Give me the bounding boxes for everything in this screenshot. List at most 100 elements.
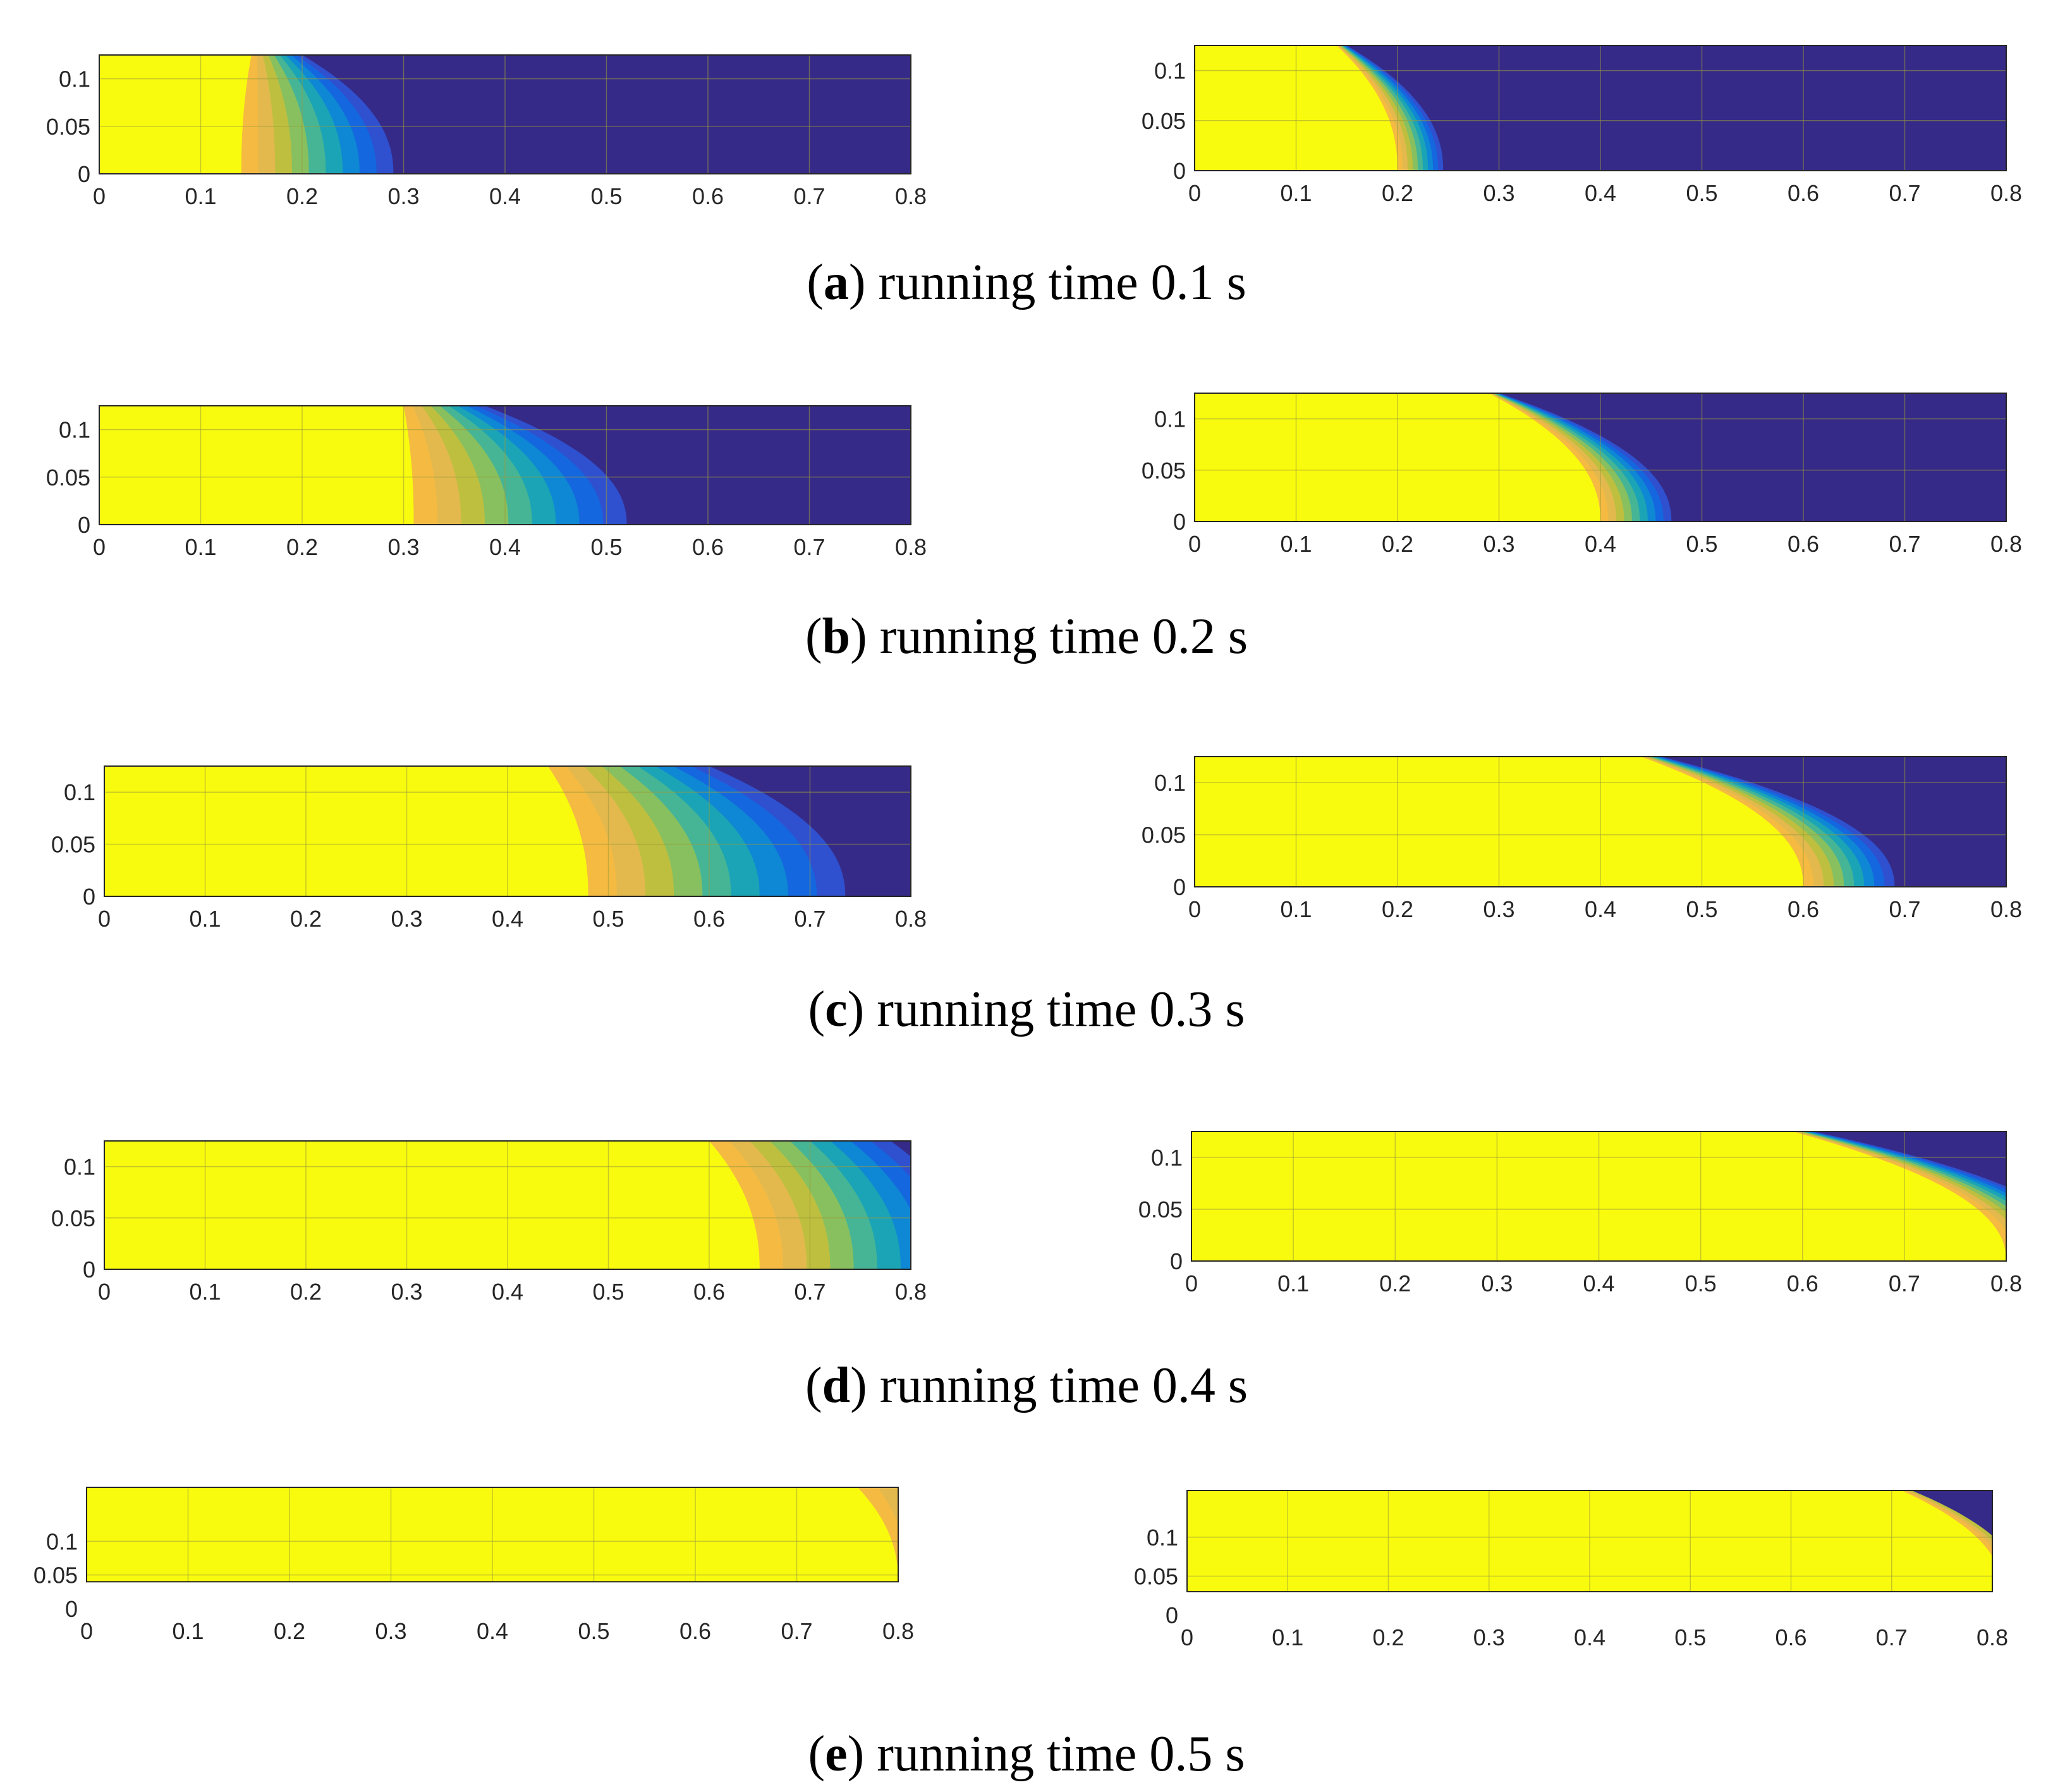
x-tick-label: 0 (1181, 1624, 1193, 1650)
x-tick-label: 0.5 (592, 906, 624, 932)
x-tick-label: 0.5 (1685, 1271, 1717, 1296)
x-tick-label: 0 (1188, 531, 1201, 557)
x-tick-label: 0.5 (1674, 1624, 1706, 1650)
x-tick-label: 0.1 (189, 906, 221, 932)
y-tick-label: 0.1 (1151, 1145, 1183, 1171)
x-tick-label: 0.6 (692, 534, 724, 560)
x-tick-label: 0.7 (1889, 180, 1920, 206)
x-tick-label: 0.6 (1788, 180, 1819, 206)
plot-frame (1194, 393, 2007, 522)
x-tick-label: 0.4 (1583, 1271, 1614, 1296)
heatmap-b-left: 0 0.1 0.2 0.3 0.4 0.5 0.6 0.7 0.8 0 0.05 0.1 (46, 405, 927, 560)
y-tick-label: 0.1 (1154, 406, 1186, 432)
field-d-left (104, 1141, 911, 1269)
x-tick-label: 0.2 (286, 183, 318, 209)
y-tick-label: 0 (1173, 158, 1186, 184)
heatmap-a-left: 0 0.1 0.2 0.3 0.4 0.5 0.6 0.7 0.8 0 0.05 0.1 (46, 54, 927, 209)
x-tick-label: 0 (93, 183, 106, 209)
x-tick-label: 0.4 (1585, 896, 1616, 922)
x-tick-label: 0.5 (578, 1618, 609, 1644)
field-a-left (99, 55, 911, 174)
heatmap-d-right: 0 0.1 0.2 0.3 0.4 0.5 0.6 0.7 0.8 0 0.05 0.1 (1138, 1131, 2022, 1296)
heatmap-b-right: 0 0.1 0.2 0.3 0.4 0.5 0.6 0.7 0.8 0 0.05 0.1 (1142, 393, 2022, 557)
heatmap-d-left: 0 0.1 0.2 0.3 0.4 0.5 0.6 0.7 0.8 0 0.05 0.1 (51, 1140, 927, 1305)
x-tick-label: 0.1 (172, 1618, 204, 1644)
x-tick-label: 0 (98, 1279, 111, 1305)
x-tick-label: 0 (98, 906, 111, 932)
contour-band-0 (99, 406, 414, 525)
x-tick-label: 0.5 (1686, 180, 1717, 206)
x-tick-label: 0.6 (693, 1279, 725, 1305)
x-tick-label: 0.2 (274, 1618, 305, 1644)
x-tick-label: 0.7 (1889, 896, 1920, 922)
plot-frame (99, 405, 911, 525)
x-tick-label: 0.8 (895, 1279, 927, 1305)
y-tick-label: 0 (78, 161, 90, 187)
y-tick-label: 0.05 (1142, 458, 1186, 484)
x-tick-label: 0.4 (1585, 180, 1616, 206)
contour-band-0 (104, 1141, 760, 1269)
x-tick-label: 0.8 (1990, 1271, 2022, 1296)
x-tick-label: 0.7 (781, 1618, 812, 1644)
field-e-right (1187, 1490, 1992, 1592)
y-tick-label: 0.05 (46, 465, 90, 491)
heatmap-e-left: 0 0.1 0.2 0.3 0.4 0.5 0.6 0.7 0.8 0 0.05 0.1 (34, 1487, 914, 1644)
x-tick-label: 0.6 (1788, 896, 1819, 922)
y-tick-label: 0 (1173, 509, 1186, 535)
field-b-right (1195, 393, 2006, 521)
x-tick-label: 0.5 (590, 534, 622, 560)
x-tick-label: 0.3 (1473, 1624, 1505, 1650)
x-tick-label: 0.1 (1272, 1624, 1303, 1650)
y-tick-label: 0.1 (59, 66, 90, 92)
field-b-left (99, 406, 911, 525)
y-tick-label: 0 (83, 884, 95, 910)
plot-frame (1186, 1490, 1993, 1593)
x-tick-label: 0.4 (489, 534, 521, 560)
x-tick-label: 0.5 (1686, 531, 1717, 557)
y-tick-label: 0.05 (1142, 822, 1186, 848)
x-tick-label: 0.2 (290, 1279, 322, 1305)
x-tick-label: 0.1 (185, 183, 216, 209)
x-tick-label: 0.6 (692, 183, 724, 209)
x-tick-label: 0.1 (1280, 180, 1312, 206)
x-tick-label: 0.1 (189, 1279, 221, 1305)
x-tick-label: 0.4 (489, 183, 521, 209)
x-tick-label: 0.6 (679, 1618, 711, 1644)
x-tick-label: 0.2 (286, 534, 318, 560)
x-tick-label: 0 (93, 534, 106, 560)
caption-d: (d) running time 0.4 s (805, 1358, 1248, 1413)
contour-band-0 (104, 766, 588, 896)
y-tick-label: 0 (1173, 874, 1186, 900)
x-tick-label: 0.7 (1876, 1624, 1908, 1650)
y-tick-label: 0.1 (46, 1528, 78, 1554)
x-tick-label: 0.4 (492, 1279, 523, 1305)
x-tick-label: 0.7 (1889, 531, 1920, 557)
x-tick-label: 0.4 (492, 906, 523, 932)
plot-frame (99, 54, 911, 174)
caption-a: (a) running time 0.1 s (807, 255, 1246, 310)
x-tick-label: 0.5 (592, 1279, 624, 1305)
x-tick-label: 0.7 (794, 1279, 825, 1305)
x-tick-label: 0.3 (1481, 1271, 1513, 1296)
x-tick-label: 0.2 (1382, 180, 1413, 206)
x-tick-label: 0.5 (1686, 896, 1717, 922)
x-tick-label: 0.3 (1483, 180, 1514, 206)
y-tick-label: 0.05 (1138, 1197, 1183, 1222)
x-tick-label: 0.4 (1574, 1624, 1605, 1650)
y-tick-label: 0.1 (64, 1154, 95, 1180)
x-tick-label: 0.8 (1990, 180, 2022, 206)
y-tick-label: 0.05 (51, 1205, 95, 1231)
y-tick-label: 0 (83, 1257, 95, 1283)
x-tick-label: 0.8 (895, 534, 927, 560)
x-tick-label: 0 (1185, 1271, 1198, 1296)
x-tick-label: 0.1 (1280, 531, 1312, 557)
x-tick-label: 0.3 (375, 1618, 406, 1644)
x-tick-label: 0.4 (1585, 531, 1616, 557)
y-tick-label: 0.1 (1147, 1525, 1178, 1551)
y-tick-label: 0.1 (1154, 770, 1186, 796)
heatmap-e-right: 0 0.1 0.2 0.3 0.4 0.5 0.6 0.7 0.8 0 0.05 0.1 (1134, 1490, 2008, 1650)
plot-frame (104, 765, 911, 897)
x-tick-label: 0.4 (477, 1618, 508, 1644)
caption-b: (b) running time 0.2 s (805, 609, 1248, 664)
